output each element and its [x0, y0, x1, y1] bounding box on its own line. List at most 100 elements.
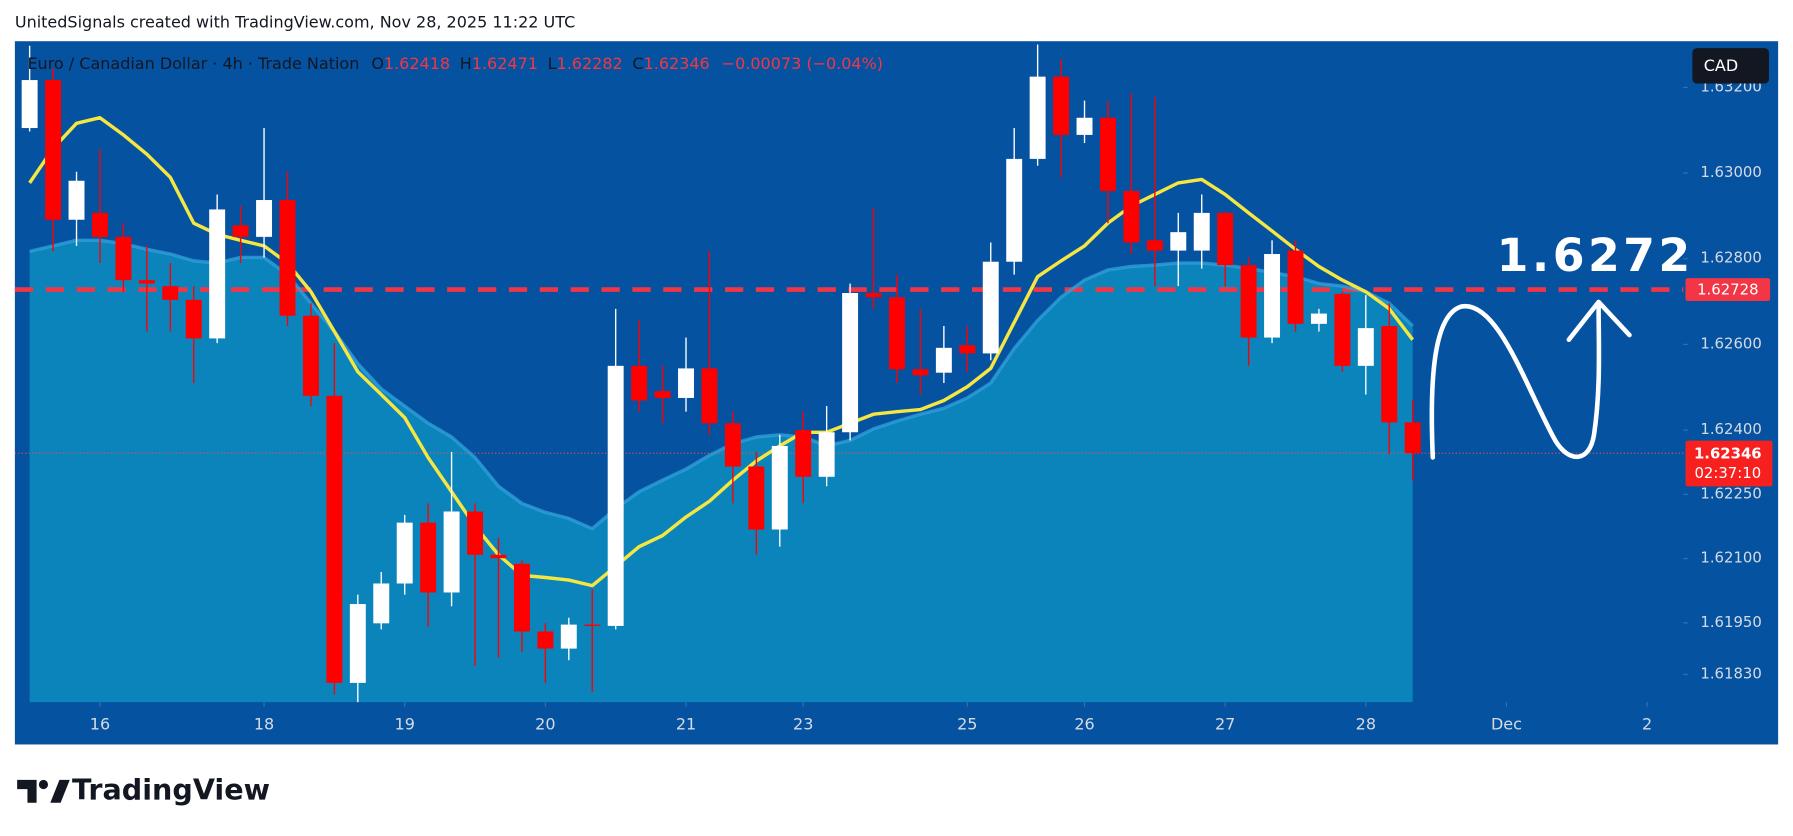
candle-body — [490, 554, 507, 559]
logo-text: TradingView — [72, 772, 270, 806]
last-price-label: 1.62346 — [1694, 444, 1762, 462]
candle-body — [771, 445, 788, 530]
candle-body — [1053, 76, 1070, 135]
candle-body — [1123, 191, 1140, 243]
candle-body — [889, 297, 905, 370]
candle-body — [256, 200, 273, 237]
candle-body — [1264, 254, 1281, 338]
y-tick-label: 1.62250 — [1700, 484, 1761, 502]
candle-body — [185, 299, 202, 339]
y-tick-label: 1.62800 — [1700, 249, 1761, 267]
x-tick-label: 21 — [676, 715, 696, 734]
ohlc-value: 1.62282 — [557, 54, 623, 73]
candle-body — [654, 391, 671, 398]
candle-body — [279, 200, 296, 316]
candle-body — [1029, 76, 1046, 159]
candle-body — [724, 423, 741, 467]
currency-button-bg[interactable] — [1692, 48, 1769, 84]
candle-body — [982, 261, 999, 354]
candle-body — [1334, 293, 1351, 366]
candle-body — [912, 369, 929, 376]
x-tick-label: 25 — [957, 715, 977, 734]
candle-body — [420, 522, 437, 593]
candle-body — [1193, 212, 1210, 251]
ohlc-value: 1.62346 — [644, 54, 710, 73]
candle-body — [138, 280, 155, 284]
y-tick-label: 1.62600 — [1700, 334, 1761, 352]
candle-body — [1240, 265, 1257, 338]
ohlc-label: H — [460, 54, 472, 73]
candle-body — [1099, 117, 1116, 192]
symbol-title: Euro / Canadian Dollar · 4h · Trade Nati… — [27, 54, 359, 73]
candle-body — [607, 365, 624, 626]
candle-body — [959, 345, 976, 354]
level-price-label: 1.62728 — [1697, 281, 1758, 299]
candle-body — [45, 80, 62, 220]
candle-body — [584, 624, 601, 626]
logo-mark — [17, 779, 37, 803]
candle-body — [631, 365, 648, 401]
change: −0.00073 (−0.04%) — [722, 54, 883, 73]
candle-body — [443, 511, 460, 593]
ohlc-value: 1.62418 — [384, 54, 450, 73]
candle-body — [68, 180, 85, 220]
candle-body — [842, 292, 859, 433]
plot-area — [14, 44, 1684, 703]
x-tick-label: 23 — [793, 715, 813, 734]
candle-body — [678, 368, 694, 398]
footer-logo: TradingView — [17, 772, 270, 806]
logo-mark — [38, 779, 49, 790]
x-tick-label: 19 — [395, 715, 415, 734]
candle-body — [1381, 325, 1398, 423]
candle-body — [302, 315, 319, 396]
ohlc-label: L — [548, 54, 557, 73]
candle-body — [349, 604, 366, 683]
candle-body — [91, 212, 108, 237]
caption: UnitedSignals created with TradingView.c… — [15, 12, 575, 31]
candle-body — [232, 225, 249, 237]
candle-body — [513, 563, 530, 632]
last-price-box — [1685, 440, 1773, 487]
candle-body — [795, 430, 812, 477]
candle-body — [748, 466, 765, 530]
y-tick-label: 1.61950 — [1700, 613, 1761, 631]
hand-curve — [1429, 304, 1602, 460]
ohlc-label: O — [371, 54, 384, 73]
x-tick-label: 2 — [1642, 715, 1652, 734]
candle-body — [115, 236, 132, 281]
candle-body — [1310, 313, 1327, 324]
overlay-line — [29, 238, 1414, 531]
x-tick-label: 28 — [1356, 715, 1376, 734]
x-tick-label: Dec — [1491, 715, 1522, 734]
candle-body — [560, 624, 577, 649]
currency-label[interactable]: CAD — [1704, 56, 1738, 75]
logo-mark — [50, 779, 70, 803]
candle-body — [935, 347, 952, 373]
ohlc-label: C — [632, 54, 643, 73]
candle-body — [1357, 328, 1374, 366]
candle-body — [701, 368, 718, 424]
y-tick-label: 1.62400 — [1700, 420, 1761, 438]
legend-header: Euro / Canadian Dollar · 4h · Trade Nati… — [27, 54, 883, 73]
x-tick-label: 16 — [90, 715, 110, 734]
currency-button[interactable]: CAD — [1692, 48, 1769, 84]
ohlc-value: 1.62471 — [472, 54, 538, 73]
candle-body — [209, 209, 226, 339]
candle-body — [818, 432, 835, 477]
x-tick-label: 20 — [535, 715, 555, 734]
hand-drawing — [1429, 299, 1632, 460]
hand-arrowhead — [1566, 299, 1632, 342]
candle-body — [326, 395, 343, 683]
candle-body — [162, 286, 179, 300]
x-tick-label: 27 — [1215, 715, 1235, 734]
level-price-box — [1685, 278, 1771, 302]
candle-body — [373, 583, 390, 624]
candle-body — [21, 80, 38, 129]
y-tick-label: 1.61830 — [1700, 664, 1761, 682]
candle-body — [1146, 240, 1163, 251]
candle-body — [1217, 212, 1234, 266]
axes: 1.61830 1.61950 1.62100 1.62250 1.62400 1.626… — [90, 77, 1773, 734]
candle-body — [1287, 250, 1304, 324]
